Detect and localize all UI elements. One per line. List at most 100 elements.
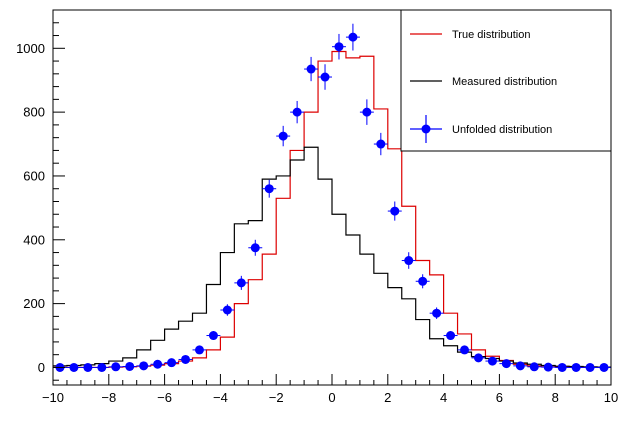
unfolded-marker: [83, 362, 93, 372]
unfolded-marker: [418, 276, 428, 286]
unfolded-point: [318, 64, 332, 90]
unfolded-point: [429, 307, 444, 319]
unfolded-point: [178, 354, 193, 364]
unfolded-marker: [222, 305, 232, 315]
series-2-step-line: [53, 146, 611, 368]
unfolded-point: [192, 345, 207, 355]
unfolded-point: [66, 362, 81, 372]
unfolded-marker: [362, 107, 372, 117]
unfolded-marker: [571, 362, 581, 372]
unfolded-point: [457, 345, 472, 355]
series-3: [53, 23, 611, 372]
unfolded-marker: [585, 362, 595, 372]
unfolded-marker: [404, 256, 414, 266]
unfolded-point: [373, 132, 388, 156]
unfolded-marker: [236, 278, 246, 288]
legend-label-measured: Measured distribution: [452, 76, 557, 88]
unfolded-marker: [111, 362, 121, 372]
x-tick-label: 10: [604, 390, 618, 405]
unfolded-marker: [181, 354, 191, 364]
y-tick-label: 600: [23, 168, 45, 183]
unfolded-marker: [432, 308, 442, 318]
unfolded-marker: [292, 107, 302, 117]
unfolded-marker: [376, 139, 386, 149]
unfolded-marker: [250, 243, 260, 253]
legend-label-unfolded: Unfolded distribution: [452, 124, 552, 136]
y-tick-label: 200: [23, 296, 45, 311]
unfolded-marker: [557, 362, 567, 372]
unfolded-marker: [208, 331, 218, 341]
unfolded-marker: [139, 361, 149, 371]
unfolded-point: [234, 275, 249, 290]
unfolded-point: [304, 56, 319, 82]
unfolded-point: [387, 201, 402, 221]
unfolded-marker: [599, 362, 609, 372]
unfolded-marker: [125, 361, 135, 371]
x-tick-label: −2: [269, 390, 284, 405]
unfolded-point: [108, 362, 123, 372]
unfolded-point: [262, 179, 277, 198]
unfolded-marker: [460, 345, 470, 355]
unfolded-marker: [278, 131, 288, 141]
unfolded-marker: [348, 32, 358, 42]
unfolded-point: [122, 361, 137, 371]
unfolded-point: [290, 100, 305, 124]
x-tick-label: −8: [101, 390, 116, 405]
unfolded-point: [220, 304, 235, 316]
y-tick-label: 400: [23, 232, 45, 247]
unfolded-point: [499, 359, 514, 369]
unfolded-point: [401, 252, 416, 269]
x-tick-label: 6: [496, 390, 503, 405]
unfolded-marker: [69, 362, 79, 372]
unfolded-marker: [473, 353, 483, 363]
unfolded-marker: [487, 356, 497, 366]
x-tick-label: −10: [42, 390, 64, 405]
unfolded-marker: [390, 206, 400, 216]
x-tick-label: 2: [384, 390, 391, 405]
unfolded-point: [513, 361, 528, 371]
unfolded-point: [415, 274, 430, 289]
unfolded-point: [583, 362, 598, 372]
y-tick-label: 0: [38, 360, 45, 375]
unfolded-point: [569, 362, 584, 372]
unfolded-marker: [194, 345, 204, 355]
unfolded-marker: [334, 42, 344, 52]
unfolded-point: [276, 125, 291, 147]
unfolded-marker: [543, 362, 553, 372]
legend: True distribution Measured distribution …: [400, 9, 612, 152]
unfolded-point: [345, 23, 360, 51]
unfolded-marker: [264, 184, 274, 194]
unfolded-point: [485, 356, 500, 366]
series-2: [53, 146, 611, 368]
x-tick-label: −4: [213, 390, 228, 405]
unfolded-point: [136, 361, 151, 371]
x-tick-label: 0: [328, 390, 335, 405]
legend-swatch-unfolded-marker: [421, 124, 431, 134]
unfolded-point: [527, 362, 542, 372]
unfolded-point: [555, 362, 570, 372]
unfolded-marker: [446, 331, 456, 341]
unfolded-marker: [320, 72, 330, 82]
y-tick-label: 1000: [16, 41, 45, 56]
unfolded-point: [248, 239, 263, 256]
unfolded-point: [332, 33, 346, 60]
y-tick-label: 800: [23, 105, 45, 120]
unfolded-marker: [306, 64, 316, 74]
unfolded-point: [443, 331, 458, 341]
unfolded-marker: [167, 358, 177, 368]
x-tick-label: −6: [157, 390, 172, 405]
unfolded-marker: [153, 359, 163, 369]
unfolded-point: [471, 353, 486, 363]
unfolded-point: [359, 99, 374, 125]
unfolded-marker: [515, 361, 525, 371]
series-layer: [53, 23, 611, 372]
unfolded-point: [206, 331, 221, 341]
x-tick-label: 8: [552, 390, 559, 405]
unfolded-point: [94, 362, 109, 372]
unfolded-point: [164, 358, 179, 368]
unfolded-point: [541, 362, 556, 372]
unfolded-point: [597, 362, 611, 372]
unfolded-marker: [529, 362, 539, 372]
unfolded-point: [80, 362, 95, 372]
